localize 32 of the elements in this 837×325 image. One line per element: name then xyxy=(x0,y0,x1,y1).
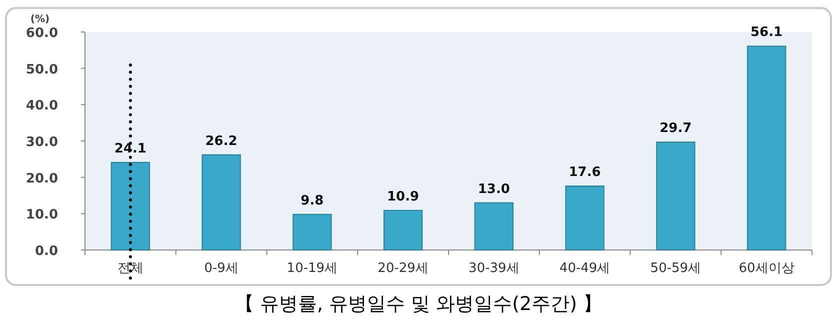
x-tick-label: 전체 xyxy=(117,261,144,276)
x-tick-label: 40-49세 xyxy=(559,261,610,276)
y-axis-title: (%) xyxy=(30,14,50,25)
bar xyxy=(474,202,514,250)
data-label: 17.6 xyxy=(568,165,601,180)
y-tick-label: 30.0 xyxy=(26,135,58,150)
y-tick-label: 60.0 xyxy=(26,26,58,41)
data-label: 26.2 xyxy=(205,134,238,149)
data-label: 29.7 xyxy=(660,121,692,136)
bar xyxy=(292,214,332,250)
x-tick-label: 30-39세 xyxy=(468,261,520,276)
x-tick-label: 50-59세 xyxy=(650,261,702,276)
y-tick-label: 0.0 xyxy=(34,244,58,259)
y-tick-label: 10.0 xyxy=(26,208,58,223)
bar xyxy=(202,154,241,250)
bar xyxy=(746,46,786,250)
data-label: 56.1 xyxy=(750,25,783,40)
bar xyxy=(110,162,150,250)
y-tick-label: 40.0 xyxy=(26,98,58,114)
data-label: 10.9 xyxy=(387,189,420,204)
bar xyxy=(656,142,696,250)
bar xyxy=(383,210,423,250)
x-tick-label: 60세이상 xyxy=(738,261,794,276)
x-tick-label: 20-29세 xyxy=(378,261,428,276)
data-label: 13.0 xyxy=(478,182,510,197)
data-label: 9.8 xyxy=(300,193,324,208)
text: 【 유병률, 유병일수 및 와병일수(2주간) 】 xyxy=(234,293,602,315)
bar xyxy=(565,186,604,250)
y-tick-label: 50.0 xyxy=(26,62,58,78)
x-tick-label: 10-19세 xyxy=(286,261,338,276)
x-tick-label: 0-9세 xyxy=(204,261,238,276)
y-tick-label: 20.0 xyxy=(26,171,58,186)
